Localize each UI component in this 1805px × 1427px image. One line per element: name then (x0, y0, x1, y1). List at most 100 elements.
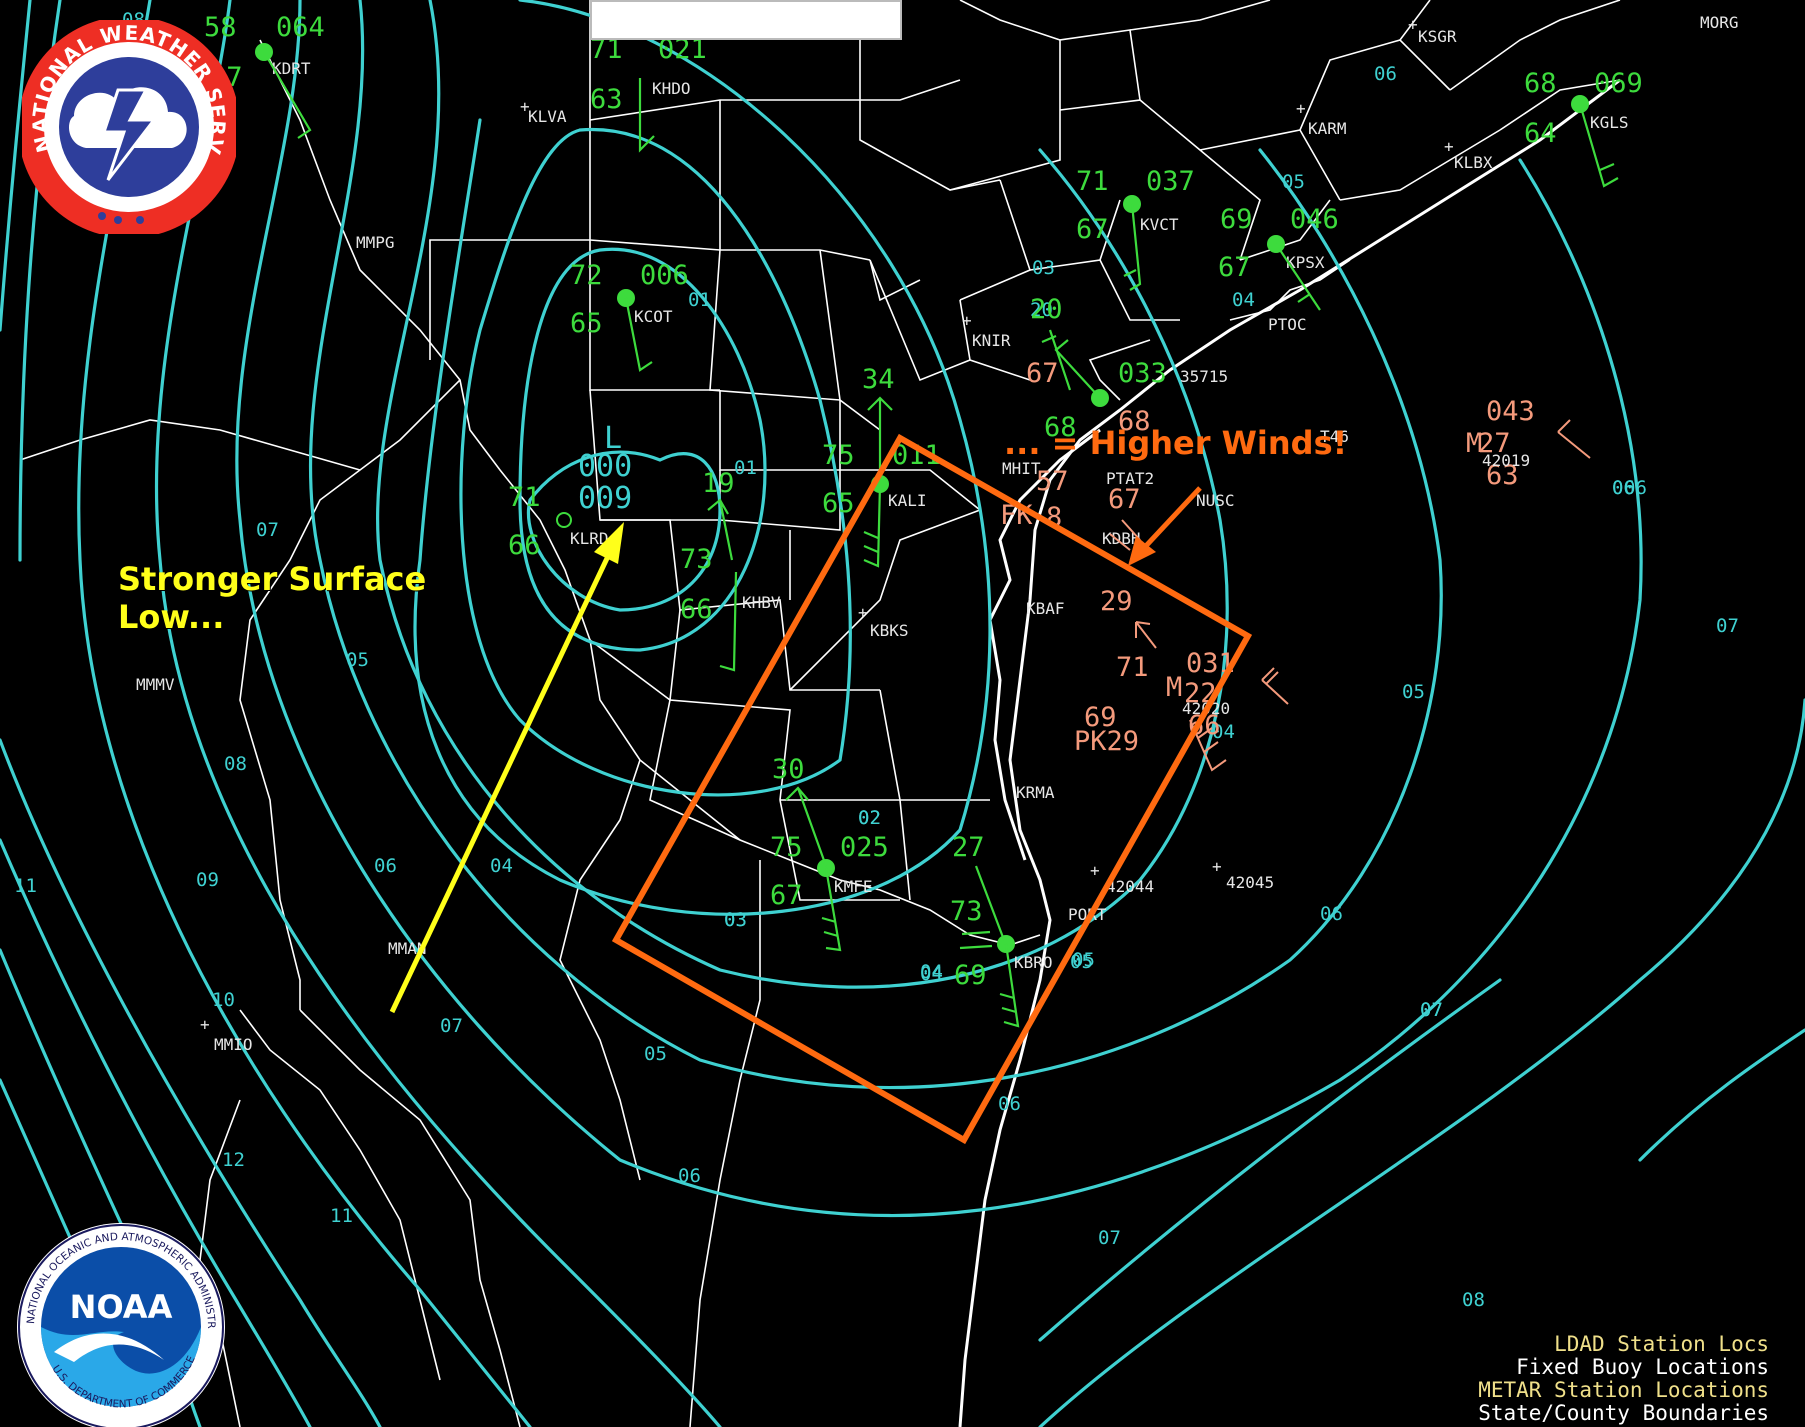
svg-text:66: 66 (508, 530, 541, 561)
isobar-02 (459, 127, 853, 797)
svg-text:71: 71 (1116, 652, 1149, 683)
svg-text:064: 064 (276, 12, 325, 43)
header-strip (590, 0, 902, 40)
coastline (958, 78, 1621, 1427)
svg-text:57: 57 (1036, 466, 1069, 497)
station-kpsx: 69 046 67 KPSX (1218, 204, 1339, 311)
svg-text:03: 03 (1032, 257, 1055, 279)
svg-text:71: 71 (508, 482, 541, 513)
svg-text:KRMA: KRMA (1016, 783, 1055, 802)
higher-winds-annotation: ... = Higher Winds! (1004, 424, 1348, 462)
svg-text:06: 06 (1320, 903, 1343, 925)
svg-text:+: + (200, 1015, 210, 1034)
station-kgls: 68 069 64 KGLS (1524, 68, 1643, 188)
svg-text:42045: 42045 (1226, 873, 1274, 892)
svg-text:KBAF: KBAF (1026, 599, 1065, 618)
svg-text:KALI: KALI (888, 491, 927, 510)
yellow-arrow (389, 522, 624, 1014)
svg-text:KSGR: KSGR (1418, 27, 1457, 46)
svg-text:04: 04 (490, 855, 513, 877)
station-khdo: 71 021 63 KHDO (590, 34, 707, 153)
svg-text:KARM: KARM (1308, 119, 1347, 138)
svg-text:+: + (1408, 15, 1418, 34)
station-kmfe: 75 025 67 KMFE (770, 832, 889, 952)
station-kbro: 73 69 04 KBRO (920, 896, 1053, 1028)
svg-text:025: 025 (840, 832, 889, 863)
isobar-00 (527, 450, 722, 612)
station-klrd: 71 66 KLRD (508, 482, 609, 561)
svg-text:12: 12 (222, 1149, 245, 1171)
svg-text:08: 08 (224, 753, 247, 775)
svg-text:MMPG: MMPG (356, 233, 395, 252)
svg-text:68: 68 (1118, 406, 1151, 437)
svg-text:KNIR: KNIR (972, 331, 1011, 350)
svg-text:009: 009 (578, 481, 632, 516)
svg-text:PK29: PK29 (1074, 726, 1139, 757)
svg-text:65: 65 (570, 308, 603, 339)
svg-text:11: 11 (330, 1205, 353, 1227)
svg-text:000: 000 (578, 449, 632, 484)
svg-text:67: 67 (1026, 358, 1059, 389)
svg-text:30: 30 (772, 754, 805, 785)
svg-text:09: 09 (196, 869, 219, 891)
svg-text:67: 67 (1218, 252, 1251, 283)
svg-text:01: 01 (688, 289, 711, 311)
svg-text:MMAN: MMAN (388, 939, 427, 958)
station-kvct: 71 037 67 KVCT (1076, 166, 1195, 291)
svg-text:06: 06 (1374, 63, 1397, 85)
svg-text:06: 06 (1612, 477, 1635, 499)
svg-text:KHDO: KHDO (652, 79, 691, 98)
svg-text:19: 19 (702, 468, 735, 499)
svg-text:66: 66 (680, 594, 713, 625)
svg-text:KLRD: KLRD (570, 529, 609, 548)
noaa-logo: NOAA NATIONAL OCEANIC AND ATMOSPHERIC AD… (14, 1220, 225, 1427)
svg-text:KLVA: KLVA (528, 107, 567, 126)
svg-text:05: 05 (1070, 951, 1093, 973)
surface-low-annotation: Stronger Surface Low... (118, 560, 426, 636)
isobar-08 (77, 0, 532, 1427)
orange-highlight-box (611, 433, 1253, 1145)
svg-text:PTOC: PTOC (1268, 315, 1307, 334)
svg-text:KHBV: KHBV (742, 593, 781, 612)
svg-text:04: 04 (1212, 721, 1235, 743)
low-pressure-center: L 000 009 (578, 421, 632, 516)
svg-text:73: 73 (680, 544, 713, 575)
svg-text:KGLS: KGLS (1590, 113, 1629, 132)
svg-text:046: 046 (1290, 204, 1339, 235)
svg-text:NOAA: NOAA (70, 1288, 173, 1326)
isobar-05 (308, 0, 1443, 1090)
legend-metar: METAR Station Locations (1478, 1378, 1769, 1402)
svg-text:+: + (1090, 861, 1100, 880)
svg-text:KDBH: KDBH (1102, 529, 1141, 548)
svg-text:037: 037 (1146, 166, 1195, 197)
svg-text:03: 03 (724, 909, 747, 931)
legend-ldad: LDAD Station Locs (1554, 1332, 1769, 1356)
svg-text:+: + (1296, 99, 1306, 118)
svg-text:64: 64 (1524, 118, 1557, 149)
isobar-06 (235, 0, 1643, 1218)
svg-text:+: + (520, 97, 530, 116)
svg-text:033: 033 (1118, 358, 1167, 389)
svg-text:29: 29 (1100, 586, 1133, 617)
isobar-07b (1038, 698, 1805, 1427)
surface-low-line1: Stronger Surface (118, 560, 427, 598)
svg-text:T46: T46 (1320, 427, 1349, 446)
svg-text:65: 65 (822, 488, 855, 519)
svg-text:MMIO: MMIO (214, 1035, 253, 1054)
svg-text:69: 69 (1220, 204, 1253, 235)
svg-text:06: 06 (1612, 477, 1635, 499)
svg-text:63: 63 (590, 84, 623, 115)
svg-text:27: 27 (1478, 428, 1511, 459)
annotation-graphics (389, 433, 1253, 1145)
wind-barbs: 34 19 30 27 20 (702, 294, 1072, 950)
legend-buoy: Fixed Buoy Locations (1516, 1355, 1769, 1379)
svg-text:72: 72 (570, 260, 603, 291)
svg-text:+: + (858, 603, 868, 622)
svg-text:05: 05 (1402, 681, 1425, 703)
svg-text:L: L (604, 421, 622, 456)
svg-text:07: 07 (256, 519, 279, 541)
svg-text:07: 07 (1420, 999, 1443, 1021)
